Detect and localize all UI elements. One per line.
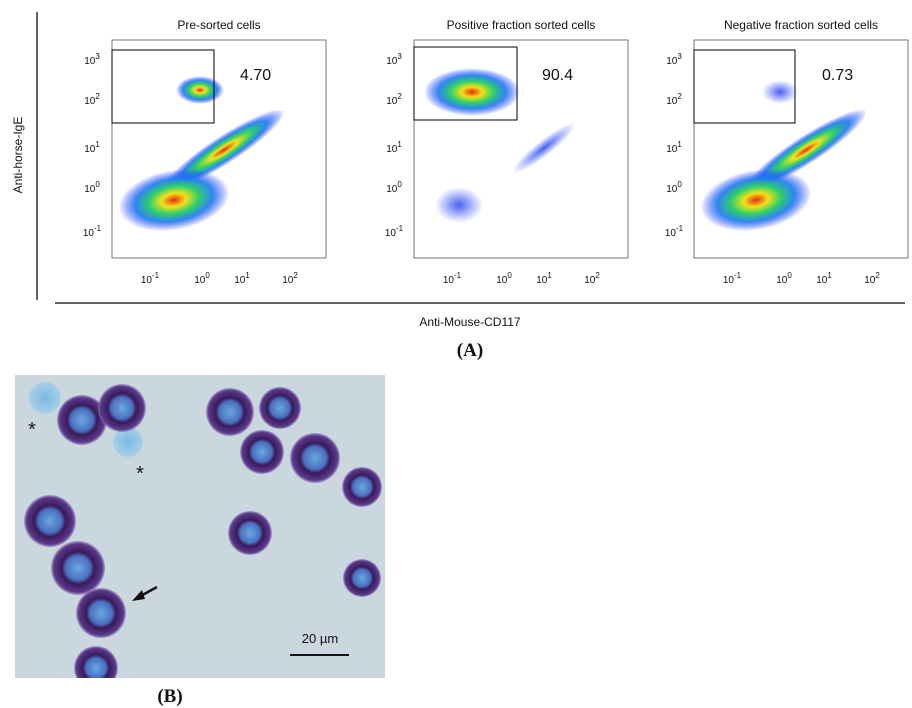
density-cloud xyxy=(762,80,798,104)
x-axis-label: Anti-Mouse-CD117 xyxy=(419,315,520,329)
cell xyxy=(57,395,107,445)
cell xyxy=(206,388,254,436)
marker: * xyxy=(28,419,36,441)
gate-value: 90.4 xyxy=(542,67,573,84)
flow-plot: Negative fraction sorted cells 0.73 103 102… xyxy=(665,18,909,286)
tick-label: 100 xyxy=(776,271,792,286)
tick-label: 10-1 xyxy=(723,271,742,286)
gate xyxy=(413,46,518,121)
cell xyxy=(76,588,126,638)
tick-label: 101 xyxy=(816,271,832,286)
tick-label: 100 xyxy=(496,271,512,286)
panel-label: (A) xyxy=(457,340,483,361)
density-cloud xyxy=(176,76,224,104)
cell xyxy=(290,433,340,483)
flow-plot: Pre-sorted cells 4.70 103 102 101 100 10-1 10-1… xyxy=(83,18,327,286)
tick-label: 102 xyxy=(666,92,682,107)
cell xyxy=(29,382,61,414)
tick-label: 100 xyxy=(84,180,100,195)
tick-label: 10-1 xyxy=(141,271,160,286)
tick-label: 102 xyxy=(84,92,100,107)
cell xyxy=(259,387,301,429)
tick-label: 103 xyxy=(386,52,402,67)
tick-label: 10-1 xyxy=(83,224,102,239)
tick-label: 102 xyxy=(282,271,298,286)
tick-label: 101 xyxy=(536,271,552,286)
plot-frame xyxy=(413,39,629,259)
cell xyxy=(51,541,105,595)
gate-value: 4.70 xyxy=(240,67,271,84)
density-cloud xyxy=(512,122,576,174)
cell xyxy=(343,559,381,597)
tick-label: 102 xyxy=(584,271,600,286)
density-cloud xyxy=(700,168,812,232)
tick-label: 102 xyxy=(864,271,880,286)
scale-bar-label: 20 µm xyxy=(302,631,338,646)
flow-plot: Positive fraction sorted cells 90.4 103 102… xyxy=(385,18,629,286)
plot-frame xyxy=(111,39,327,259)
density-cloud xyxy=(118,168,230,232)
tick-label: 100 xyxy=(386,180,402,195)
micrograph: * * 20 µm (B) xyxy=(15,375,385,708)
tick-label: 102 xyxy=(386,92,402,107)
cell xyxy=(342,467,382,507)
gate xyxy=(111,49,215,124)
panel-label: (B) xyxy=(157,686,182,707)
tick-label: 100 xyxy=(194,271,210,286)
panel-a: Anti-horse-IgE Anti-Mouse-CD117 (A) Pre-… xyxy=(11,12,909,361)
plot-title: Positive fraction sorted cells xyxy=(447,18,596,32)
cell xyxy=(240,430,284,474)
tick-label: 101 xyxy=(666,140,682,155)
cell xyxy=(113,427,143,457)
tick-label: 103 xyxy=(666,52,682,67)
gate xyxy=(693,49,796,124)
arrow-head xyxy=(132,590,145,601)
cell xyxy=(98,384,146,432)
gate-value: 0.73 xyxy=(822,67,853,84)
density-cloud xyxy=(424,68,520,116)
tick-label: 10-1 xyxy=(665,224,684,239)
plot-title: Negative fraction sorted cells xyxy=(724,18,878,32)
y-axis-label: Anti-horse-IgE xyxy=(11,117,25,194)
tick-label: 10-1 xyxy=(443,271,462,286)
tick-label: 100 xyxy=(666,180,682,195)
tick-label: 101 xyxy=(386,140,402,155)
cell xyxy=(228,511,272,555)
marker: * xyxy=(136,463,144,485)
density-cloud xyxy=(435,187,483,223)
plot-title: Pre-sorted cells xyxy=(177,18,260,32)
tick-label: 101 xyxy=(234,271,250,286)
tick-label: 10-1 xyxy=(385,224,404,239)
cell xyxy=(24,495,76,547)
tick-label: 101 xyxy=(84,140,100,155)
plot-frame xyxy=(693,39,909,259)
tick-label: 103 xyxy=(84,52,100,67)
